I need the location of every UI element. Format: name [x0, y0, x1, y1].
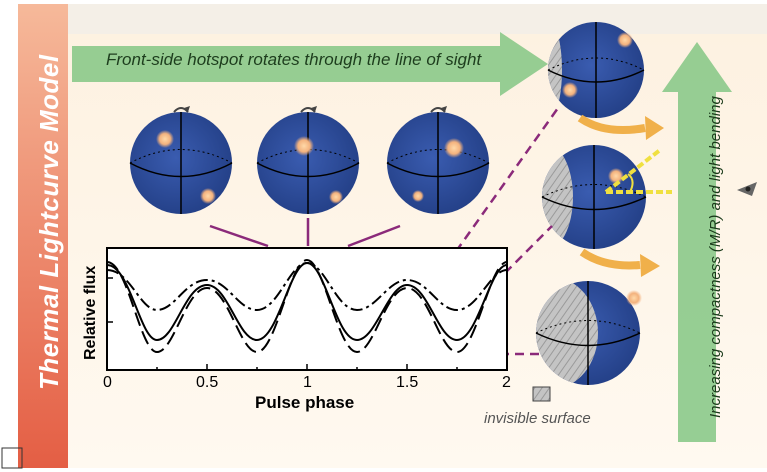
x-tick-label: 0	[103, 374, 112, 391]
side-title: Thermal Lightcurve Model	[34, 54, 64, 390]
side-title-bar	[18, 4, 68, 468]
lightcurve-dashdot	[106, 261, 508, 312]
star-high-compactness	[535, 281, 642, 385]
star-phase-1	[129, 106, 233, 214]
x-tick-label: 0.5	[196, 374, 219, 391]
corner-box	[1, 447, 23, 469]
phase-connectors	[209, 218, 401, 248]
plot-frame	[106, 247, 508, 371]
top-banner-text: Front-side hotspot rotates through the l…	[106, 50, 482, 69]
eye-icon	[737, 182, 757, 196]
top-banner-arrow	[72, 32, 548, 96]
plot-ticks	[106, 277, 508, 370]
curve-arrow-2	[579, 248, 660, 277]
star-phase-3	[386, 106, 490, 214]
x-axis-label: Pulse phase	[255, 393, 355, 412]
x-tick-label: 2	[502, 374, 511, 391]
x-tick-label: 1	[303, 374, 312, 391]
right-arrow	[662, 42, 732, 442]
legend-label: invisible surface	[484, 410, 591, 427]
lightcurve-dashed	[106, 258, 508, 354]
invisible-surface-swatch	[532, 386, 551, 402]
star-mid-compactness	[541, 145, 672, 249]
star-phase-2	[256, 106, 360, 214]
right-arrow-label: Increasing compactness (M/R) and light b…	[707, 96, 724, 418]
y-axis-label: Relative flux	[82, 265, 99, 360]
curve-arrow-1	[577, 114, 664, 140]
x-tick-label: 1.5	[396, 374, 419, 391]
